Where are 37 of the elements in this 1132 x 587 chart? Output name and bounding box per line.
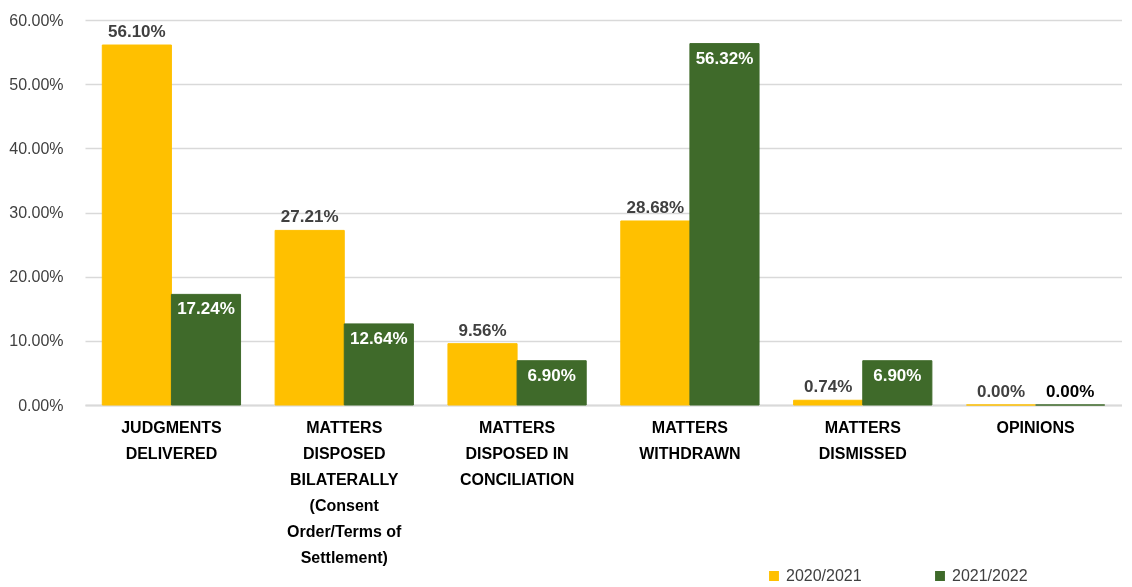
data-label: 0.00% (1046, 382, 1095, 401)
legend-label: 2020/2021 (786, 567, 862, 584)
bar (689, 43, 760, 406)
y-tick-label: 60.00% (9, 11, 64, 29)
legend-label: 2021/2022 (952, 567, 1028, 584)
data-label: 17.24% (177, 299, 235, 319)
x-tick-label: OPINIONS (996, 418, 1076, 436)
data-label: 9.56% (458, 320, 507, 340)
data-label: 27.21% (280, 207, 339, 227)
bar (170, 293, 242, 406)
bar (274, 229, 345, 406)
x-tick-label: MATTERS DISPOSED IN CONCILIATION (459, 418, 575, 488)
y-tick-label: 30.00% (9, 204, 64, 221)
bar (862, 360, 933, 406)
y-tick-label: 20.00% (9, 268, 64, 286)
x-tick-label: JUDGMENTS DELIVERED (121, 418, 222, 462)
bar (516, 360, 587, 406)
data-label: 0.00% (976, 382, 1026, 401)
bar (343, 323, 414, 406)
data-label: 56.10% (108, 22, 166, 42)
data-label: 56.32% (695, 48, 754, 68)
bar (793, 399, 864, 406)
y-tick-label: 50.00% (9, 75, 64, 93)
data-label: 12.64% (349, 328, 408, 348)
bar (447, 343, 518, 406)
y-tick-label: 40.00% (9, 139, 64, 157)
x-tick-label: MATTERS DISMISSED (818, 418, 907, 462)
y-tick-label: 0.00% (18, 396, 64, 414)
x-tick-label: MATTERS DISPOSED BILATERALLY (Consent Order/Terms of Settlement) (287, 418, 403, 566)
data-label: 6.90% (873, 365, 922, 385)
y-tick-label: 10.00% (9, 332, 64, 350)
bar (620, 220, 691, 406)
data-label: 28.68% (626, 197, 685, 217)
data-label: 0.74% (804, 377, 853, 397)
x-tick-label: MATTERS WITHDRAWN (639, 418, 741, 462)
bar (101, 44, 172, 406)
data-label: 6.90% (527, 365, 576, 385)
